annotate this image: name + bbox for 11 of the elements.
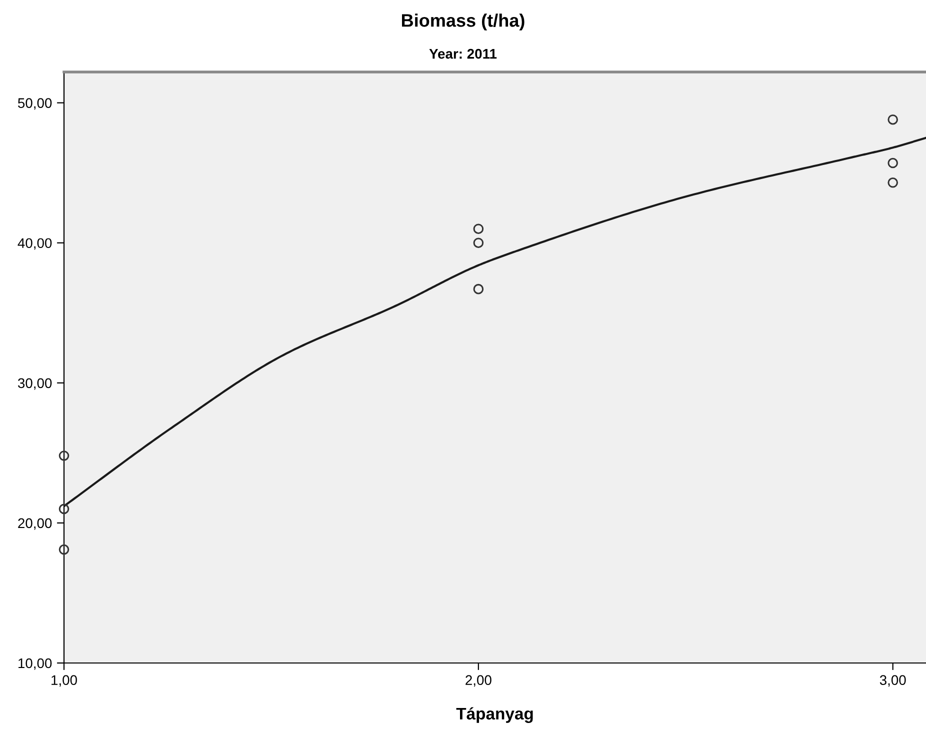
x-tick-label: 2,00	[466, 675, 492, 687]
y-tick-label: 20,00	[18, 518, 52, 530]
x-tick-label: 3,00	[880, 675, 906, 687]
y-tick-label: 50,00	[18, 98, 52, 110]
y-tick-label: 10,00	[18, 658, 52, 670]
x-axis-title: Tápanyag	[456, 707, 533, 723]
chart-subtitle: Year: 2011	[429, 48, 497, 59]
x-tick-label: 1,00	[52, 675, 77, 687]
y-tick-label: 40,00	[18, 238, 52, 250]
chart-title: Biomass (t/ha)	[402, 14, 524, 30]
y-tick-label: 30,00	[18, 378, 52, 390]
